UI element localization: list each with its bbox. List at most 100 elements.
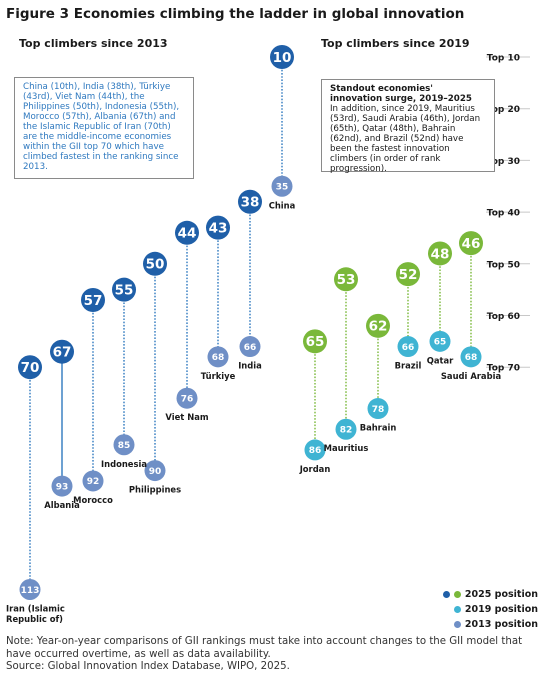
point-old-left-indonesia xyxy=(113,434,135,456)
country-label-right-qatar: Qatar xyxy=(427,355,454,365)
country-label-left-t-rkiye: Türkiye xyxy=(201,371,236,381)
rank-label-top-10: Top 10 xyxy=(487,54,520,64)
rank-label-top-20: Top 20 xyxy=(487,105,520,115)
point-2025-left-china xyxy=(270,45,294,69)
point-2025-left-india xyxy=(238,189,262,214)
value-2025-right-brazil: 52 xyxy=(399,267,418,283)
value-old-left-india: 66 xyxy=(244,343,257,353)
country-label-left-viet-nam: Viet Nam xyxy=(165,412,208,422)
value-2025-right-qatar: 48 xyxy=(431,246,450,262)
point-2025-right-bahrain xyxy=(366,313,390,338)
legend-dot-2013 xyxy=(453,621,461,628)
rank-label-top-70: Top 70 xyxy=(487,364,520,374)
value-old-right-qatar: 65 xyxy=(434,338,447,348)
point-old-left-viet-nam xyxy=(176,387,198,409)
legend-dot-2025-blue xyxy=(442,591,450,598)
point-old-right-qatar xyxy=(429,330,451,352)
country-label-left-morocco: Morocco xyxy=(73,495,113,505)
right-panel-title: Top climbers since 2019 xyxy=(321,37,470,50)
value-2025-right-mauritius: 53 xyxy=(337,272,356,288)
country-label-left-india: India xyxy=(238,361,262,371)
footer-source: Source: Global Innovation Index Database… xyxy=(6,661,290,672)
right-annotation-box: Standout economies' innovation surge, 20… xyxy=(321,79,495,174)
country-label-right-jordan: Jordan xyxy=(299,464,331,474)
country-label-right-mauritius: Mauritius xyxy=(324,443,369,453)
point-2025-left-indonesia xyxy=(112,277,136,302)
value-2025-left-viet-nam: 44 xyxy=(178,226,197,242)
right-annotation-body: In addition, since 2019, Mauritius (53rd… xyxy=(330,104,481,174)
point-old-left-china xyxy=(271,175,293,197)
country-label-right-brazil: Brazil xyxy=(395,361,422,371)
point-2025-left-t-rkiye xyxy=(206,215,230,240)
point-2025-right-brazil xyxy=(396,262,420,287)
value-2025-left-albania: 67 xyxy=(53,344,72,360)
rank-label-top-50: Top 50 xyxy=(487,260,520,270)
rank-gridlines: Top 10 Top 20 Top 30 Top 40 Top 50 Top 60 Top … xyxy=(486,54,530,374)
point-old-right-mauritius xyxy=(335,418,357,440)
value-old-left-albania: 93 xyxy=(56,482,69,492)
value-2025-left-iran-islamic-republic-of: 70 xyxy=(21,360,40,376)
left-panel-title: Top climbers since 2013 xyxy=(19,37,168,50)
legend-2013: 2013 position xyxy=(453,619,538,630)
value-old-right-jordan: 86 xyxy=(309,446,322,456)
point-old-left-india xyxy=(239,336,261,358)
country-label-left-philippines: Philippines xyxy=(129,485,181,495)
country-label-left-albania: Albania xyxy=(44,500,79,510)
value-2025-left-india: 38 xyxy=(241,195,260,211)
point-old-left-t-rkiye xyxy=(207,346,229,368)
value-old-right-saudi-arabia: 68 xyxy=(465,353,478,363)
value-old-left-indonesia: 85 xyxy=(118,441,131,451)
rank-label-top-60: Top 60 xyxy=(487,312,520,322)
country-label-right-saudi-arabia: Saudi Arabia xyxy=(441,371,501,381)
point-2025-left-philippines xyxy=(143,251,167,276)
country-label-left-iran-islamic-republic-of: Iran (Islamic Republic of) xyxy=(6,604,65,625)
country-label-right-bahrain: Bahrain xyxy=(360,423,397,433)
value-2025-left-china: 10 xyxy=(273,50,292,66)
point-2025-right-mauritius xyxy=(334,267,358,292)
value-old-right-brazil: 66 xyxy=(402,343,415,353)
value-old-right-bahrain: 78 xyxy=(372,405,385,415)
footer: Note: Year-on-year comparisons of GII ra… xyxy=(6,636,538,674)
data-points: 113 70 93 67 92 57 85 55 90 50 76 44 68 43 66 38 35 10 86 6… xyxy=(18,45,483,601)
country-label-left-indonesia: Indonesia xyxy=(101,459,147,469)
point-2025-right-jordan xyxy=(303,329,327,354)
right-annotation-title: Standout economies' innovation surge, 20… xyxy=(330,84,472,104)
rank-label-top-40: Top 40 xyxy=(487,209,520,219)
point-2025-right-saudi-arabia xyxy=(459,231,483,256)
point-old-right-bahrain xyxy=(367,398,389,420)
value-old-left-china: 35 xyxy=(276,183,289,193)
legend-dot-2025-green xyxy=(453,591,461,598)
value-old-left-morocco: 92 xyxy=(87,477,100,487)
value-2025-right-bahrain: 62 xyxy=(369,319,388,335)
legend-label-2013: 2013 position xyxy=(464,619,538,630)
country-label-left-china: China xyxy=(269,200,296,210)
figure-title: Figure 3 Economies climbing the ladder i… xyxy=(6,6,465,22)
point-old-right-brazil xyxy=(397,336,419,358)
point-old-left-philippines xyxy=(144,460,166,482)
value-2025-left-t-rkiye: 43 xyxy=(209,220,228,236)
value-2025-right-saudi-arabia: 46 xyxy=(462,236,481,252)
point-old-right-saudi-arabia xyxy=(460,346,482,368)
legend-dot-2019 xyxy=(453,606,461,613)
value-old-left-philippines: 90 xyxy=(149,467,162,477)
point-old-left-iran-islamic-republic-of xyxy=(19,579,41,601)
point-2025-left-viet-nam xyxy=(175,220,199,245)
legend-2019: 2019 position xyxy=(453,604,538,615)
value-old-left-t-rkiye: 68 xyxy=(212,353,225,363)
value-old-left-iran-islamic-republic-of: 113 xyxy=(21,586,40,596)
connector-lines xyxy=(29,57,472,590)
left-annotation-box: China (10th), India (38th), Türkiye (43r… xyxy=(14,77,194,179)
value-old-right-mauritius: 82 xyxy=(340,426,353,436)
value-2025-left-philippines: 50 xyxy=(146,257,165,273)
value-2025-right-jordan: 65 xyxy=(306,334,325,350)
point-2025-left-albania xyxy=(50,339,74,364)
footer-note: Note: Year-on-year comparisons of GII ra… xyxy=(6,636,523,660)
value-2025-left-indonesia: 55 xyxy=(115,282,134,298)
point-old-left-albania xyxy=(51,475,73,497)
value-old-left-viet-nam: 76 xyxy=(181,395,194,405)
legend-label-2025: 2025 position xyxy=(464,589,538,600)
legend-label-2019: 2019 position xyxy=(464,604,538,615)
rank-label-top-30: Top 30 xyxy=(487,157,520,167)
legend-2025: 2025 position xyxy=(442,589,538,600)
